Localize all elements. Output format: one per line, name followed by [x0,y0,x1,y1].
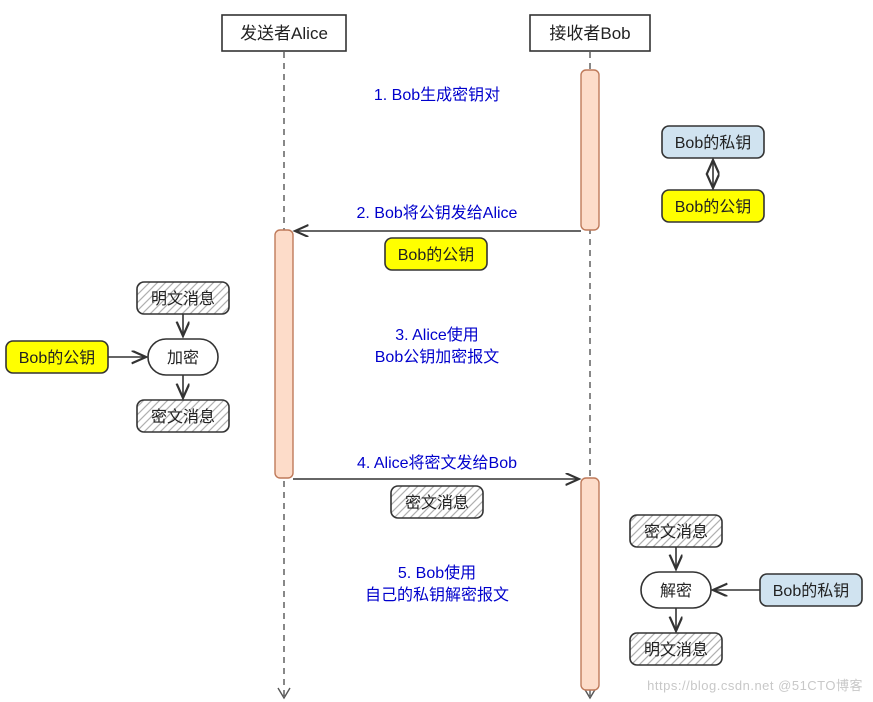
bob-header-label: 接收者Bob [549,24,630,43]
bob-public-key-msg-label: Bob的公钥 [398,246,474,264]
plaintext-1-label: 明文消息 [151,290,215,308]
plaintext-2: 明文消息 [630,633,722,665]
ciphertext-msg-label: 密文消息 [405,494,469,512]
step-3-label-2: Bob公钥加密报文 [375,348,499,366]
bob-public-key-2: Bob的公钥 [6,341,108,373]
bob-public-key-1-label: Bob的公钥 [675,198,751,216]
plaintext-2-label: 明文消息 [644,641,708,659]
bob-public-key-msg: Bob的公钥 [385,238,487,270]
encrypt-node: 加密 [148,339,218,375]
activation-bob-1 [581,70,599,230]
sequence-diagram: 发送者Alice 接收者Bob 1. Bob生成密钥对 Bob的私钥 Bob的公… [0,0,873,702]
ciphertext-1-label: 密文消息 [151,408,215,426]
bob-public-key-1: Bob的公钥 [662,190,764,222]
bob-private-key-2-label: Bob的私钥 [773,582,849,600]
encrypt-label: 加密 [167,349,199,367]
activation-bob-2 [581,478,599,690]
bob-public-key-2-label: Bob的公钥 [19,349,95,367]
ciphertext-2-label: 密文消息 [644,523,708,541]
decrypt-node: 解密 [641,572,711,608]
step-2-label: 2. Bob将公钥发给Alice [357,204,518,222]
activation-alice [275,230,293,478]
bob-private-key-1-label: Bob的私钥 [675,134,751,152]
watermark-text: https://blog.csdn.net @51CTO博客 [647,675,863,694]
step-5-label-2: 自己的私钥解密报文 [365,586,509,604]
step-3-label-1: 3. Alice使用 [395,326,479,344]
step-1-label: 1. Bob生成密钥对 [374,86,500,104]
alice-header: 发送者Alice [222,15,346,51]
ciphertext-1: 密文消息 [137,400,229,432]
bob-private-key-1: Bob的私钥 [662,126,764,158]
bob-private-key-2: Bob的私钥 [760,574,862,606]
decrypt-label: 解密 [660,582,692,600]
step-4-label: 4. Alice将密文发给Bob [357,454,517,472]
plaintext-1: 明文消息 [137,282,229,314]
bob-header: 接收者Bob [530,15,650,51]
ciphertext-2: 密文消息 [630,515,722,547]
alice-header-label: 发送者Alice [240,24,328,43]
ciphertext-msg: 密文消息 [391,486,483,518]
step-5-label-1: 5. Bob使用 [398,564,476,582]
